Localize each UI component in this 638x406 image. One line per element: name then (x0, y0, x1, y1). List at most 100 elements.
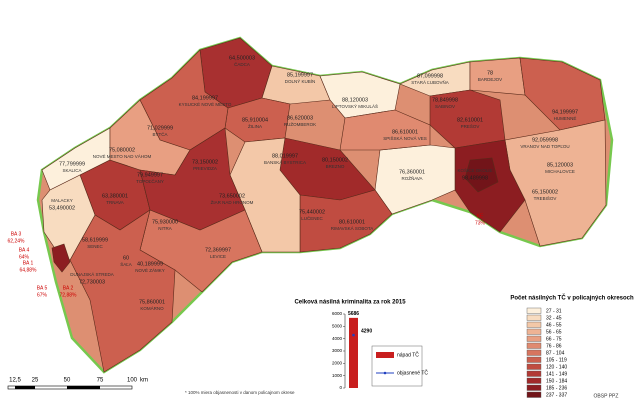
scale-segment (15, 386, 35, 389)
district-name: RUŽOMBEROK (284, 120, 316, 127)
scale-label: 50 (64, 378, 71, 384)
district-value: 53,490002 (49, 205, 75, 211)
district-value: 75,930000 (152, 219, 178, 225)
city-rate: 67% (37, 292, 48, 298)
legend-swatch (526, 335, 542, 342)
city-code: BA 3 (11, 231, 22, 237)
legend-swatch (526, 391, 542, 398)
district-value: 94,199997 (552, 109, 578, 115)
legend-swatch (383, 371, 387, 375)
scale-label: 100 (127, 378, 138, 384)
district-value: 64,500003 (229, 55, 255, 61)
district-value: 92,059998 (532, 137, 558, 143)
legend-label: 87 - 104 (546, 350, 565, 356)
legend-label: 185 - 236 (546, 385, 567, 391)
district-value: 85,199997 (287, 72, 313, 78)
district-name: SENEC (87, 244, 103, 249)
district-value: 84,199997 (192, 95, 218, 101)
district-value: 78 (487, 70, 493, 76)
district-value: 86,620003 (287, 115, 313, 121)
district-value: 88,120003 (342, 97, 368, 103)
district-name: SPIŠSKÁ NOVÁ VES (383, 135, 427, 141)
city-labels: BA 3 62,24% BA 4 64% BA 1 64,88% BA 5 67… (8, 213, 486, 298)
district-name: ŽILINA (248, 122, 262, 129)
inset-chart: Celková násilná kriminalita za rok 2015 … (294, 300, 428, 391)
district-value: 73,650002 (219, 193, 245, 199)
district-name: LEVICE (210, 254, 226, 259)
district (464, 157, 499, 193)
district-value: 72,730003 (79, 279, 105, 285)
chart-title: Celková násilná kriminalita za rok 2015 (294, 300, 406, 306)
district-name: ŠAĽA (120, 261, 132, 267)
district-name: DOLNÝ KUBÍN (285, 78, 316, 84)
district-name: TREBIŠOV (534, 195, 557, 201)
district-name: MICHALOVCE (545, 169, 575, 174)
legend-swatch (526, 349, 542, 356)
district-name: HUMENNÉ (554, 115, 577, 121)
district-name: BARDEJOV (478, 77, 502, 82)
city-rate: 64,88% (20, 267, 38, 273)
district-value: 72,369997 (205, 247, 231, 253)
district-name: LUČENEC (301, 215, 323, 221)
legend-label: 76 - 86 (546, 343, 562, 349)
district-value: 58,619999 (82, 237, 108, 243)
district-value: 73,150002 (192, 159, 218, 165)
district-value: 86,610001 (392, 129, 418, 135)
district-name: NOVÉ MESTO NAD VÁHOM (93, 153, 152, 159)
district-name: DUNAJSKÁ STREDA (70, 271, 114, 277)
legend-swatch (526, 321, 542, 328)
legend-swatch (526, 314, 542, 321)
district (41, 174, 96, 261)
scale-label: 12,5 (9, 378, 21, 384)
district (69, 209, 176, 373)
city-code: BA 5 (37, 285, 48, 291)
legend-label: 237 - 337 (546, 392, 567, 398)
district (261, 65, 331, 105)
district-name: PRIEVIDZA (193, 166, 217, 171)
district-value: 60 (123, 255, 129, 261)
legend-swatch (526, 377, 542, 384)
value-label: 4290 (361, 328, 372, 334)
district-value: 77,799999 (59, 161, 85, 167)
district-name: ROŽŇAVA (401, 174, 422, 181)
district-value: 85,910004 (242, 117, 268, 123)
y-tick-label: 3000 (332, 348, 343, 353)
scale-label: 75 (97, 378, 104, 384)
legend-swatch (376, 352, 394, 358)
legend-label: 27 - 31 (546, 308, 562, 314)
district-name: KYSUCKÉ NOVÉ MESTO (179, 101, 232, 107)
y-tick-label: 0 (339, 385, 342, 390)
y-tick-label: 6000 (332, 311, 343, 316)
district-name: TRNAVA (106, 200, 124, 205)
city-code: KE (477, 213, 484, 219)
city-rate: 72,88% (60, 292, 78, 298)
district-value: 76,360001 (399, 169, 425, 175)
district-name: NOVÉ ZÁMKY (135, 267, 165, 273)
city-rate: 62,24% (8, 238, 26, 244)
district-labels: 64,500003 ČADCA 85,199997 DOLNÝ KUBÍN 84… (49, 55, 578, 311)
legend-label: 32 - 45 (546, 315, 562, 321)
legend-label: 141 - 149 (546, 371, 567, 377)
legend-swatch (526, 328, 542, 335)
district-value: 80,610001 (339, 219, 365, 225)
scale-label: 25 (32, 378, 39, 384)
district-name: MALACKY (51, 198, 73, 203)
district-name: PREŠOV (461, 123, 480, 129)
legend-label: nápad TČ (397, 351, 419, 358)
y-tick-label: 4000 (332, 336, 343, 341)
legend-swatch (526, 384, 542, 391)
district-value: 78,849998 (432, 97, 458, 103)
legend-label: objasnené TČ (397, 369, 428, 376)
legend-swatch (526, 307, 542, 314)
value-label: 5686 (348, 311, 359, 317)
district-name: SKALICA (62, 168, 81, 173)
legend-label: 120 - 140 (546, 364, 567, 370)
y-tick-label: 5000 (332, 324, 343, 329)
district-name: KOMÁRNO (140, 305, 164, 311)
district-name: BREZNO (326, 164, 345, 169)
district-name: VRANOV NAD TOPĽOU (520, 144, 569, 149)
district-value: 65,150002 (532, 189, 558, 195)
district-name: STARÁ ĽUBOVŇA (411, 79, 448, 85)
district-name: ŽIAR NAD HRONOM (211, 198, 254, 205)
